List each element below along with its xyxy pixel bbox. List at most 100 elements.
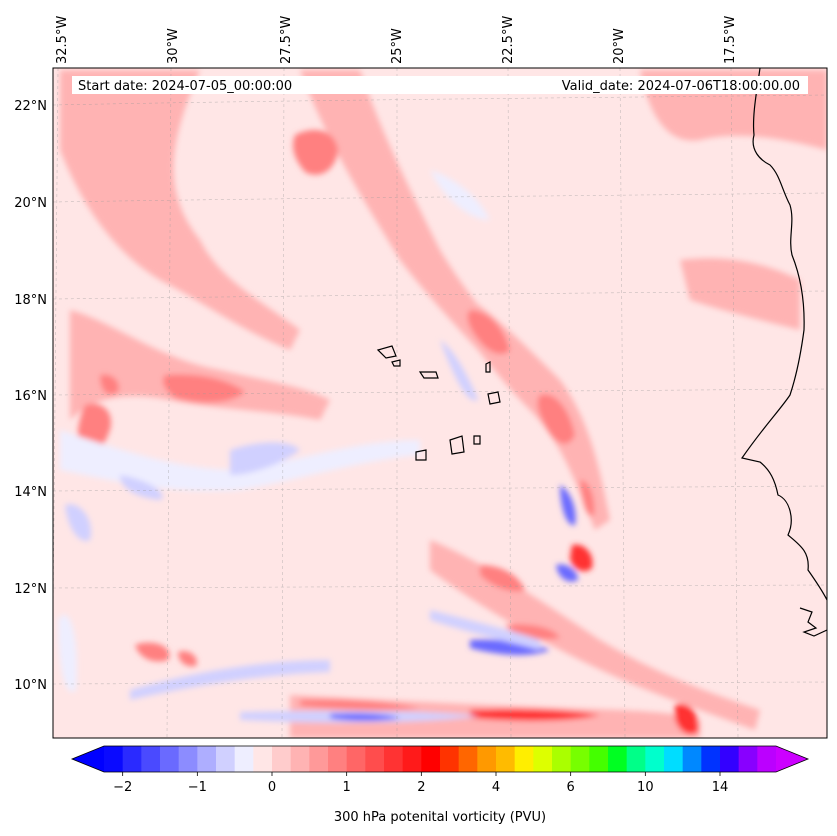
colorbar-segment xyxy=(234,746,254,772)
colorbar-tick-label: 14 xyxy=(712,780,729,795)
colorbar-segment xyxy=(701,746,721,772)
colorbar-segment xyxy=(384,746,404,772)
colorbar-segment xyxy=(664,746,684,772)
latitude-labels: 22°N 20°N 18°N 16°N 14°N 12°N 10°N xyxy=(14,99,47,693)
lat-label-22n: 22°N xyxy=(14,99,47,114)
colorbar-tick-label: −2 xyxy=(113,780,132,795)
colorbar-segment xyxy=(216,746,236,772)
colorbar-segment xyxy=(197,746,217,772)
lat-label-20n: 20°N xyxy=(14,196,47,211)
coastline-bissau xyxy=(799,607,827,637)
pv-band-east-coast xyxy=(680,258,800,330)
lon-label-20w: 20°W xyxy=(612,28,627,64)
pv-peak-south-edge xyxy=(470,709,600,721)
colorbar: −2 −1 0 1 2 4 6 10 14 300 hPa potenital vorticit… xyxy=(70,745,810,825)
lat-label-14n: 14°N xyxy=(14,485,47,500)
colorbar-label: 300 hPa potenital vorticity (PVU) xyxy=(334,810,546,825)
colorbar-outline xyxy=(70,745,810,773)
colorbar-tick-label: 2 xyxy=(417,780,425,795)
pv-neg-band-southwest-2 xyxy=(58,614,77,692)
map-frame xyxy=(52,67,828,739)
pv-max-southeast-1 xyxy=(580,480,595,516)
pv-neg-band-south xyxy=(430,610,540,650)
map-panel: Start date: 2024-07-05_00:00:00 Valid_da… xyxy=(52,67,828,739)
lon-label-25w: 25°W xyxy=(390,28,405,64)
lat-label-12n: 12°N xyxy=(14,582,47,597)
pv-max-south-edge-west xyxy=(300,699,420,711)
pv-max-west-3 xyxy=(100,374,119,395)
pv-min-east-2 xyxy=(556,564,578,582)
colorbar-segment xyxy=(514,746,534,772)
cape-verde-island-8 xyxy=(415,449,427,461)
colorbar-segment xyxy=(608,746,628,772)
pv-neg-band-west-2 xyxy=(120,475,163,500)
colorbar-segment xyxy=(309,746,329,772)
pv-neg-band-southwest xyxy=(130,660,330,700)
cape-verde-island-5 xyxy=(487,391,501,405)
colorbar-segment xyxy=(253,746,273,772)
colorbar-segment xyxy=(160,746,180,772)
lat-label-16n: 16°N xyxy=(14,389,47,404)
colorbar-segment xyxy=(738,746,758,772)
cape-verde-island-7 xyxy=(473,435,481,445)
header-bar: Start date: 2024-07-05_00:00:00 Valid_da… xyxy=(72,76,808,94)
header-bar-bg xyxy=(72,76,808,94)
colorbar-segment xyxy=(272,746,292,772)
colorbar-segment xyxy=(682,746,702,772)
coastlines xyxy=(376,68,827,637)
pv-peak-southeast-corner xyxy=(675,704,699,735)
colorbar-tick-label: 1 xyxy=(343,780,351,795)
colorbar-segment xyxy=(178,746,198,772)
colorbar-segment xyxy=(552,746,572,772)
colorbar-segment xyxy=(141,746,161,772)
colorbar-segment xyxy=(122,746,142,772)
colorbar-segment xyxy=(570,746,590,772)
colorbar-segment xyxy=(720,746,740,772)
colorbar-ticks: −2 −1 0 1 2 4 6 10 14 xyxy=(113,772,728,795)
pv-neg-band-north xyxy=(430,170,490,220)
pv-neg-band-central-1 xyxy=(230,442,300,475)
pv-min-south-edge xyxy=(330,713,400,721)
colorbar-segment xyxy=(477,746,497,772)
africa-coastline xyxy=(740,68,827,601)
start-date-label: Start date: 2024-07-05_00:00:00 xyxy=(78,79,292,94)
pv-band-northwest xyxy=(60,70,300,350)
colorbar-segment xyxy=(402,746,422,772)
cape-verde-island-6 xyxy=(449,435,465,455)
cape-verde-island-1 xyxy=(376,345,397,359)
colorbar-segment xyxy=(365,746,385,772)
cape-verde-island-3 xyxy=(418,371,439,379)
colorbar-segment xyxy=(346,746,366,772)
pv-band-west xyxy=(70,310,330,420)
lat-label-18n: 18°N xyxy=(14,293,47,308)
colorbar-segment xyxy=(421,746,441,772)
pv-max-west-1 xyxy=(163,374,245,403)
colorbar-tick-label: −1 xyxy=(188,780,207,795)
longitude-labels: 32.5°W 30°W 27.5°W 25°W 22.5°W 20°W 17.5… xyxy=(55,16,738,64)
valid-date-label: Valid_date: 2024-07-06T18:00:00.00 xyxy=(562,79,800,94)
pv-min-east-1 xyxy=(560,485,576,526)
lon-label-17-5w: 17.5°W xyxy=(723,16,738,64)
pv-peak-east xyxy=(570,544,593,572)
colorbar-segment xyxy=(626,746,646,772)
pv-max-east xyxy=(537,394,575,444)
pv-max-south-2 xyxy=(505,624,560,640)
colorbar-segment xyxy=(104,746,124,772)
colorbar-extend-max xyxy=(776,746,808,772)
colorbar-segment xyxy=(496,746,516,772)
pv-min-south xyxy=(470,639,550,656)
pv-neg-band-west-edge xyxy=(65,504,91,541)
colorbar-tick-label: 4 xyxy=(492,780,500,795)
lon-label-22-5w: 22.5°W xyxy=(501,16,516,64)
colorbar-segment xyxy=(440,746,460,772)
pv-max-south-1 xyxy=(480,565,525,592)
pv-neg-band-central-2 xyxy=(440,340,478,401)
colorbar-segments xyxy=(104,746,777,772)
lat-label-10n: 10°N xyxy=(14,678,47,693)
lon-label-27-5w: 27.5°W xyxy=(279,16,294,64)
pv-max-northwest xyxy=(293,130,338,175)
pv-max-central xyxy=(467,310,510,355)
colorbar-segment xyxy=(645,746,665,772)
lon-label-30w: 30°W xyxy=(166,28,181,64)
